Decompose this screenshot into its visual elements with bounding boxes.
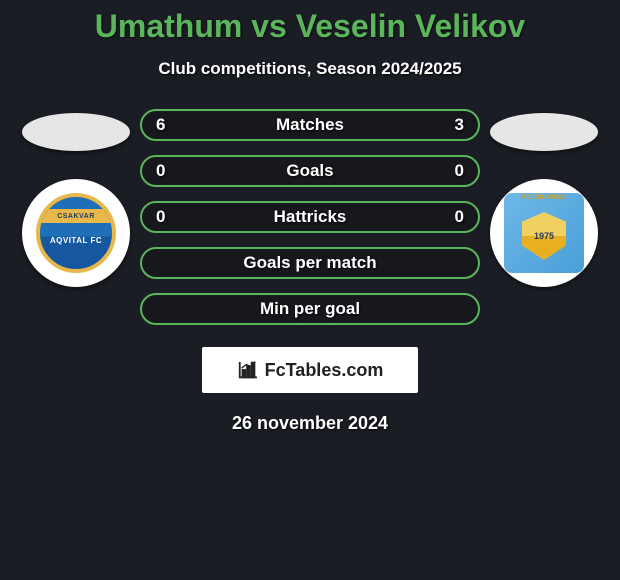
main-row: CSAKVAR AQVITAL FC 6 Matches 3 0 Goals 0…: [0, 107, 620, 325]
stat-label: Goals: [192, 161, 428, 181]
right-club-badge-circle: MEZŐKÖVESD 1975: [490, 179, 598, 287]
stat-row-min-per-goal: Min per goal: [140, 293, 480, 325]
right-club-badge: MEZŐKÖVESD 1975: [504, 193, 584, 273]
brand-text: FcTables.com: [265, 360, 384, 381]
right-club-arc-text: MEZŐKÖVESD: [506, 195, 582, 201]
date-text: 26 november 2024: [0, 413, 620, 434]
stat-right-value: 0: [428, 207, 464, 227]
subtitle: Club competitions, Season 2024/2025: [0, 59, 620, 79]
stat-left-value: 0: [156, 161, 192, 181]
stat-row-hattricks: 0 Hattricks 0: [140, 201, 480, 233]
chart-icon: [237, 359, 259, 381]
stat-label: Hattricks: [192, 207, 428, 227]
stat-right-value: 0: [428, 161, 464, 181]
stat-label: Goals per match: [192, 253, 428, 273]
right-club-shield: 1975: [522, 212, 566, 260]
left-player-placeholder: [22, 113, 130, 151]
left-club-banner: CSAKVAR: [41, 209, 111, 223]
left-club-badge-circle: CSAKVAR AQVITAL FC: [22, 179, 130, 287]
stat-label: Min per goal: [192, 299, 428, 319]
stat-label: Matches: [192, 115, 428, 135]
stat-left-value: 0: [156, 207, 192, 227]
left-column: CSAKVAR AQVITAL FC: [22, 107, 130, 287]
brand-box: FcTables.com: [202, 347, 418, 393]
stat-row-goals-per-match: Goals per match: [140, 247, 480, 279]
stat-right-value: 3: [428, 115, 464, 135]
stat-row-goals: 0 Goals 0: [140, 155, 480, 187]
left-club-badge: CSAKVAR AQVITAL FC: [36, 193, 116, 273]
comparison-card: Umathum vs Veselin Velikov Club competit…: [0, 0, 620, 580]
right-player-placeholder: [490, 113, 598, 151]
stat-left-value: 6: [156, 115, 192, 135]
right-column: MEZŐKÖVESD 1975: [490, 107, 598, 287]
title: Umathum vs Veselin Velikov: [0, 8, 620, 45]
left-club-name: AQVITAL FC: [50, 236, 102, 245]
stats-column: 6 Matches 3 0 Goals 0 0 Hattricks 0 Goal…: [140, 107, 480, 325]
stat-row-matches: 6 Matches 3: [140, 109, 480, 141]
